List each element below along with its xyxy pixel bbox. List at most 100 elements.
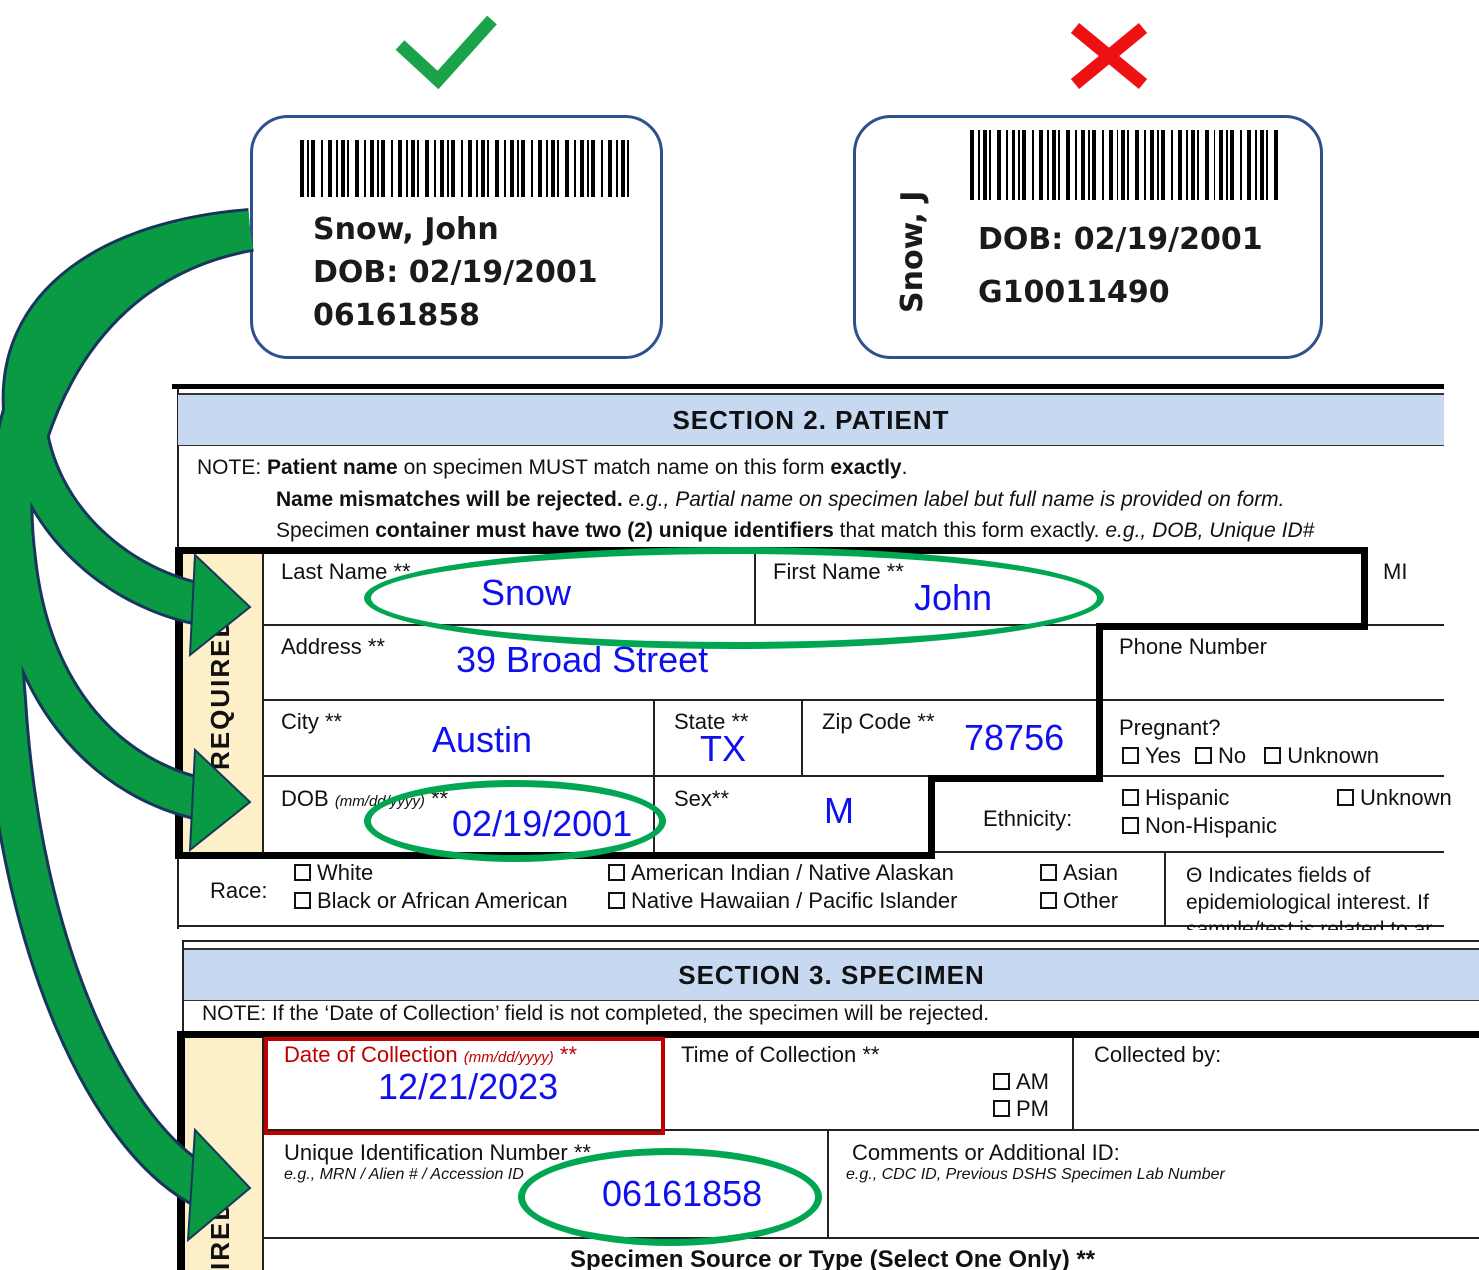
arrowhead-name-icon (188, 552, 252, 658)
race-american-indian-checkbox[interactable]: American Indian / Native Alaskan (608, 860, 954, 886)
grid-line (653, 700, 655, 852)
barcode-bar (1273, 130, 1278, 200)
barcode-bar (1116, 130, 1119, 200)
pregnant-no-checkbox[interactable]: No (1195, 743, 1246, 768)
option-label: Black or African American (317, 888, 568, 913)
checkbox-icon (1040, 892, 1057, 909)
note-italic: e.g., Partial name on specimen label but… (628, 488, 1285, 511)
epi-note-line: Θ Indicates fields of (1186, 864, 1371, 887)
phone-label: Phone Number (1119, 634, 1267, 659)
option-label: Unknown (1287, 743, 1379, 768)
grid-line (1164, 852, 1166, 927)
address-label: Address ** (281, 634, 385, 659)
pregnant-yes-checkbox[interactable]: Yes (1122, 743, 1181, 768)
barcode-image (970, 130, 1283, 200)
barcode-bar (440, 140, 444, 197)
required-marker: ** (559, 1042, 578, 1067)
sex-value[interactable]: M (824, 790, 854, 831)
time-pm-checkbox[interactable]: PM (993, 1096, 1049, 1122)
barcode-bar (300, 140, 304, 197)
option-label: White (317, 860, 374, 885)
race-hawaiian-checkbox[interactable]: Native Hawaiian / Pacific Islander (608, 888, 957, 914)
check-mark-icon (395, 15, 497, 90)
barcode-bar (621, 140, 625, 197)
race-other-checkbox[interactable]: Other (1040, 888, 1118, 914)
city-value[interactable]: Austin (432, 719, 533, 760)
barcode-bar (521, 140, 525, 197)
note-italic: e.g., DOB, Unique ID# (1105, 519, 1315, 542)
barcode-image (300, 140, 637, 197)
barcode-bar (1247, 130, 1252, 200)
grid-line (262, 1129, 1479, 1131)
ethnicity-non-hispanic-checkbox[interactable]: Non-Hispanic (1122, 813, 1277, 839)
barcode-bar (616, 140, 618, 197)
barcode-bar (510, 140, 514, 197)
barcode-bar (546, 140, 548, 197)
epi-note-line: sample/test is related to ar (1186, 918, 1433, 930)
barcode-bar (504, 140, 506, 197)
barcode-bar (627, 140, 629, 197)
barcode-bar (982, 130, 987, 200)
note-text: that match this form exactly. (839, 519, 1100, 542)
grid-line (801, 700, 803, 776)
arrow-to-uid (0, 211, 254, 1205)
barcode-bar (1255, 130, 1258, 200)
barcode-bar (1230, 130, 1235, 200)
barcode-bar (447, 140, 449, 197)
note-text: on specimen MUST match name on this form (403, 456, 825, 479)
dob-label-text: DOB (281, 786, 329, 811)
barcode-bar (1087, 130, 1090, 200)
zip-value[interactable]: 78756 (964, 717, 1065, 758)
barcode-bar (425, 140, 429, 197)
barcode-bar (1074, 130, 1077, 200)
barcode-bar (1157, 130, 1160, 200)
race-black-checkbox[interactable]: Black or African American (294, 888, 568, 914)
time-am-checkbox[interactable]: AM (993, 1069, 1049, 1095)
checkbox-icon (1122, 747, 1139, 764)
grid-line (262, 552, 264, 852)
required-border (928, 775, 935, 859)
date-of-collection-value[interactable]: 12/21/2023 (378, 1066, 559, 1107)
barcode-bar (321, 140, 323, 197)
note-bold: Patient name (267, 456, 398, 479)
checkbox-icon (993, 1100, 1010, 1117)
section3-title: SECTION 3. SPECIMEN (184, 948, 1479, 1001)
barcode-bar (311, 140, 315, 197)
pregnant-unknown-checkbox[interactable]: Unknown (1264, 743, 1379, 768)
option-label: Non-Hispanic (1145, 813, 1278, 838)
barcode-bar (1144, 130, 1147, 200)
state-value[interactable]: TX (700, 728, 747, 769)
barcode-bar (1213, 130, 1216, 200)
barcode-bar (1052, 130, 1057, 200)
grid-line (930, 851, 1444, 853)
barcode-bar (355, 140, 359, 197)
date-format: (mm/dd/yyyy) (463, 1049, 554, 1066)
barcode-bar (1080, 130, 1085, 200)
uid-hint: e.g., MRN / Alien # / Accession ID (284, 1166, 524, 1183)
ethnicity-hispanic-checkbox[interactable]: Hispanic (1122, 785, 1229, 811)
barcode-bar (481, 140, 485, 197)
option-label: American Indian / Native Alaskan (631, 860, 954, 885)
race-asian-checkbox[interactable]: Asian (1040, 860, 1118, 886)
barcode-bar (328, 140, 332, 197)
date-of-collection-box (264, 1037, 665, 1135)
note-bold: exactly (830, 456, 902, 479)
section3-note: NOTE: If the ‘Date of Collection’ field … (202, 1002, 990, 1025)
barcode-bar (587, 140, 589, 197)
checkbox-icon (294, 864, 311, 881)
option-label: AM (1016, 1069, 1049, 1094)
checkbox-icon (294, 892, 311, 909)
note-bold: Name mismatches will be rejected. (276, 488, 623, 511)
barcode-bar (391, 140, 393, 197)
barcode-bar (336, 140, 338, 197)
barcode-bar (1240, 130, 1243, 200)
time-of-collection-label: Time of Collection ** (681, 1042, 880, 1067)
ethnicity-unknown-checkbox[interactable]: Unknown (1337, 785, 1452, 811)
checkbox-icon (608, 892, 625, 909)
barcode-bar (531, 140, 533, 197)
barcode-bar (1091, 130, 1096, 200)
checkbox-icon (1337, 789, 1354, 806)
race-white-checkbox[interactable]: White (294, 860, 373, 886)
dob-highlight-ellipse (364, 780, 666, 862)
barcode-bar (1161, 130, 1165, 200)
